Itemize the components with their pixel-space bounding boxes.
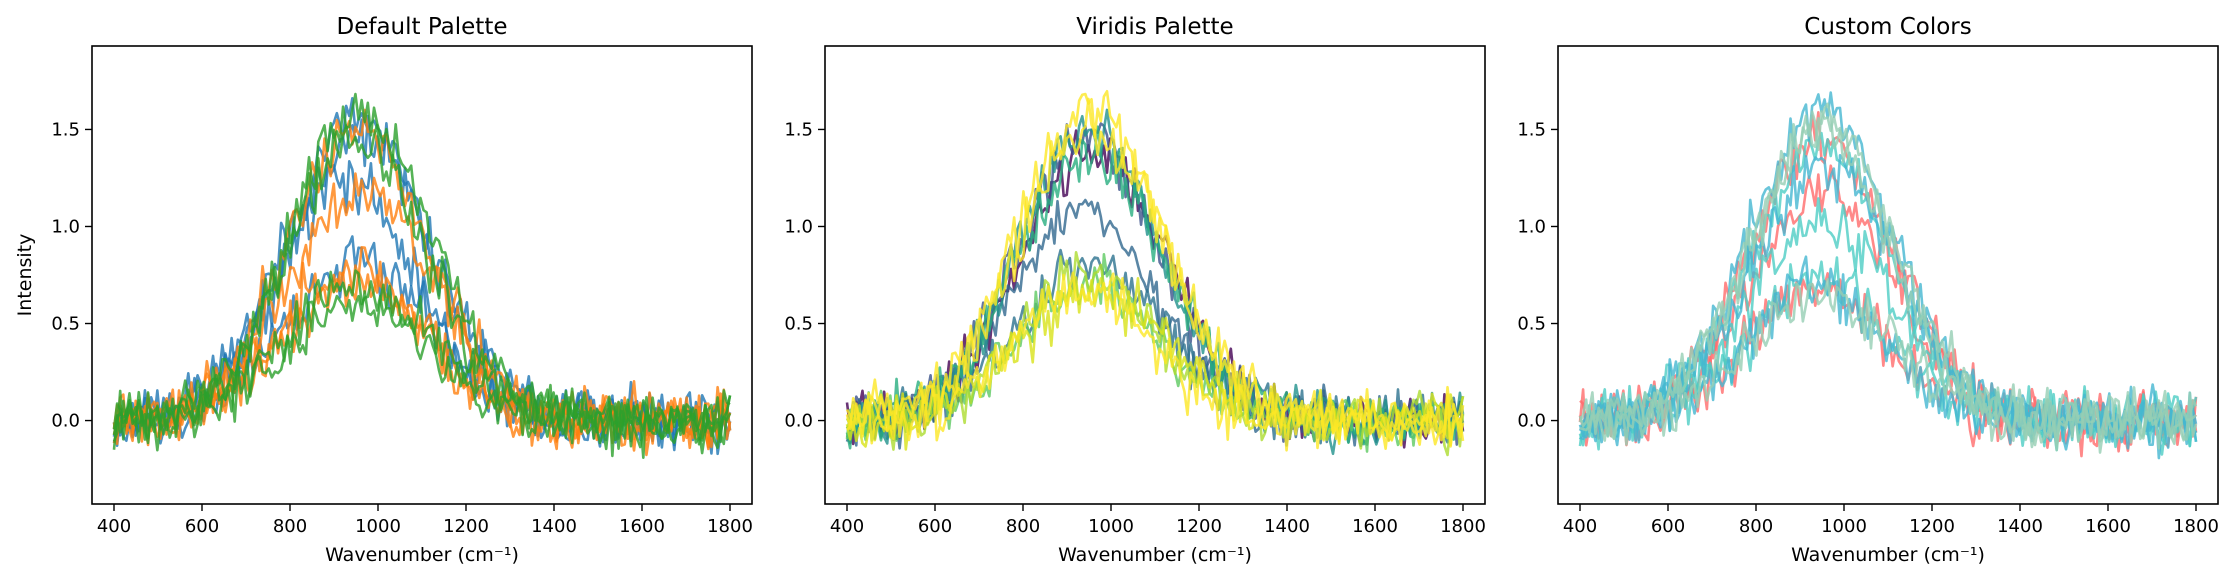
chart-panel-2: 400 600 800 1000 1200 1400 1600 1800 0.0 0.5 1.0 1.… (784, 14, 1486, 566)
x-tick-label: 1200 (1176, 516, 1222, 537)
axes-frame (1557, 45, 2219, 505)
series-group (1578, 91, 2198, 460)
y-tick-label: 1.5 (51, 119, 80, 140)
y-tick-label: 1.5 (1517, 119, 1546, 140)
chart-title: Custom Colors (1804, 14, 1971, 40)
y-axis-label: Intensity (14, 234, 36, 317)
y-tick-label: 0.5 (784, 314, 813, 335)
series-line-11 (1578, 277, 2198, 454)
chart-title: Default Palette (336, 14, 507, 40)
x-tick-label: 1400 (1997, 516, 2043, 537)
x-tick-label: 800 (1006, 516, 1040, 537)
y-tick-label: 1.0 (784, 216, 813, 237)
x-axis-label: Wavenumber (cm⁻¹) (325, 544, 519, 566)
y-tick-label: 0.0 (1517, 411, 1546, 432)
x-tick-label: 1800 (2173, 516, 2219, 537)
x-tick-label: 800 (273, 516, 307, 537)
x-axis-label: Wavenumber (cm⁻¹) (1058, 544, 1252, 566)
x-tick-label: 600 (918, 516, 952, 537)
x-tick-label: 1600 (2085, 516, 2131, 537)
series-line-12 (845, 97, 1465, 446)
x-tick-label: 1800 (707, 516, 753, 537)
chart-title: Viridis Palette (1076, 14, 1233, 40)
y-tick-label: 0.0 (784, 411, 813, 432)
x-tick-label: 600 (1651, 516, 1685, 537)
x-tick-label: 400 (830, 516, 864, 537)
x-tick-label: 1000 (355, 516, 401, 537)
chart-panel-1: 400 600 800 1000 1200 1400 1600 1800 0.0 0.5 1.0 1.… (14, 14, 753, 566)
axes-frame (824, 45, 1486, 505)
chart-panel-3: 400 600 800 1000 1200 1400 1600 1800 0.0 0.5 1.0 1.… (1517, 14, 2219, 566)
x-axis-label: Wavenumber (cm⁻¹) (1791, 544, 1985, 566)
series-line-12 (112, 283, 732, 460)
series-line-12 (1579, 102, 2197, 449)
series-group (845, 89, 1465, 457)
x-tick-label: 1200 (1909, 516, 1955, 537)
x-tick-label: 400 (1563, 516, 1597, 537)
series-group (112, 92, 732, 460)
x-tick-label: 1400 (531, 516, 577, 537)
axes-frame (91, 45, 753, 505)
y-tick-label: 0.5 (51, 314, 80, 335)
y-tick-label: 0.5 (1517, 314, 1546, 335)
x-tick-label: 800 (1739, 516, 1773, 537)
x-tick-label: 600 (185, 516, 219, 537)
x-tick-label: 1400 (1264, 516, 1310, 537)
x-tick-label: 400 (97, 516, 131, 537)
y-tick-label: 1.0 (1517, 216, 1546, 237)
x-tick-label: 1800 (1440, 516, 1486, 537)
y-tick-label: 1.5 (784, 119, 813, 140)
x-tick-label: 1000 (1821, 516, 1867, 537)
x-tick-label: 1600 (1352, 516, 1398, 537)
x-tick-label: 1600 (619, 516, 665, 537)
y-tick-label: 0.0 (51, 411, 80, 432)
series-line-11 (112, 269, 732, 452)
x-tick-label: 1000 (1088, 516, 1134, 537)
x-tick-label: 1200 (443, 516, 489, 537)
y-tick-label: 1.0 (51, 216, 80, 237)
